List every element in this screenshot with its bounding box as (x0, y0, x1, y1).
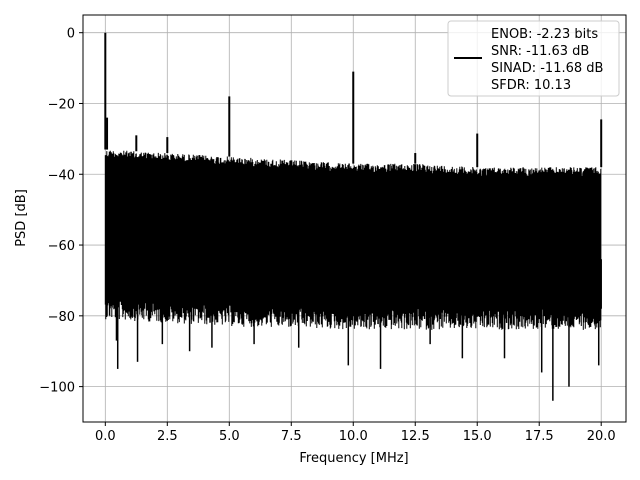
y-tick-label: −40 (48, 168, 75, 183)
y-tick-label: 0 (67, 27, 75, 42)
legend: ENOB: -2.23 bits SNR: -11.63 dB SINAD: -… (447, 20, 620, 97)
axes-frame (82, 14, 627, 423)
x-tick-label: 20.0 (587, 429, 616, 444)
x-tick-label: 0.0 (95, 429, 116, 444)
x-axis-ticks: 0.0 2.5 5.0 7.5 10.0 12.5 15.0 17.5 20.0 (95, 422, 616, 444)
legend-entry-snr: SNR: -11.63 dB (491, 44, 589, 59)
x-tick-label: 2.5 (157, 429, 178, 444)
x-tick-label: 10.0 (339, 429, 368, 444)
legend-entry-sfdr: SFDR: 10.13 (491, 78, 571, 93)
y-tick-label: −60 (48, 239, 75, 254)
y-axis-label: PSD [dB] (14, 189, 29, 247)
x-tick-label: 12.5 (401, 429, 430, 444)
x-axis-label: Frequency [MHz] (299, 451, 408, 466)
x-tick-label: 5.0 (219, 429, 240, 444)
psd-noise-floor (104, 150, 602, 330)
legend-box (447, 20, 620, 97)
x-tick-label: 7.5 (281, 429, 302, 444)
x-tick-label: 15.0 (463, 429, 492, 444)
plot-area (104, 32, 603, 401)
y-tick-label: −20 (48, 97, 75, 112)
legend-entry-enob: ENOB: -2.23 bits (491, 27, 598, 42)
y-tick-label: −100 (39, 381, 75, 396)
y-axis-ticks: 0 −20 −40 −60 −80 −100 (39, 27, 83, 396)
x-tick-label: 17.5 (525, 429, 554, 444)
legend-entry-sinad: SINAD: -11.68 dB (491, 61, 603, 76)
y-tick-label: −80 (48, 310, 75, 325)
